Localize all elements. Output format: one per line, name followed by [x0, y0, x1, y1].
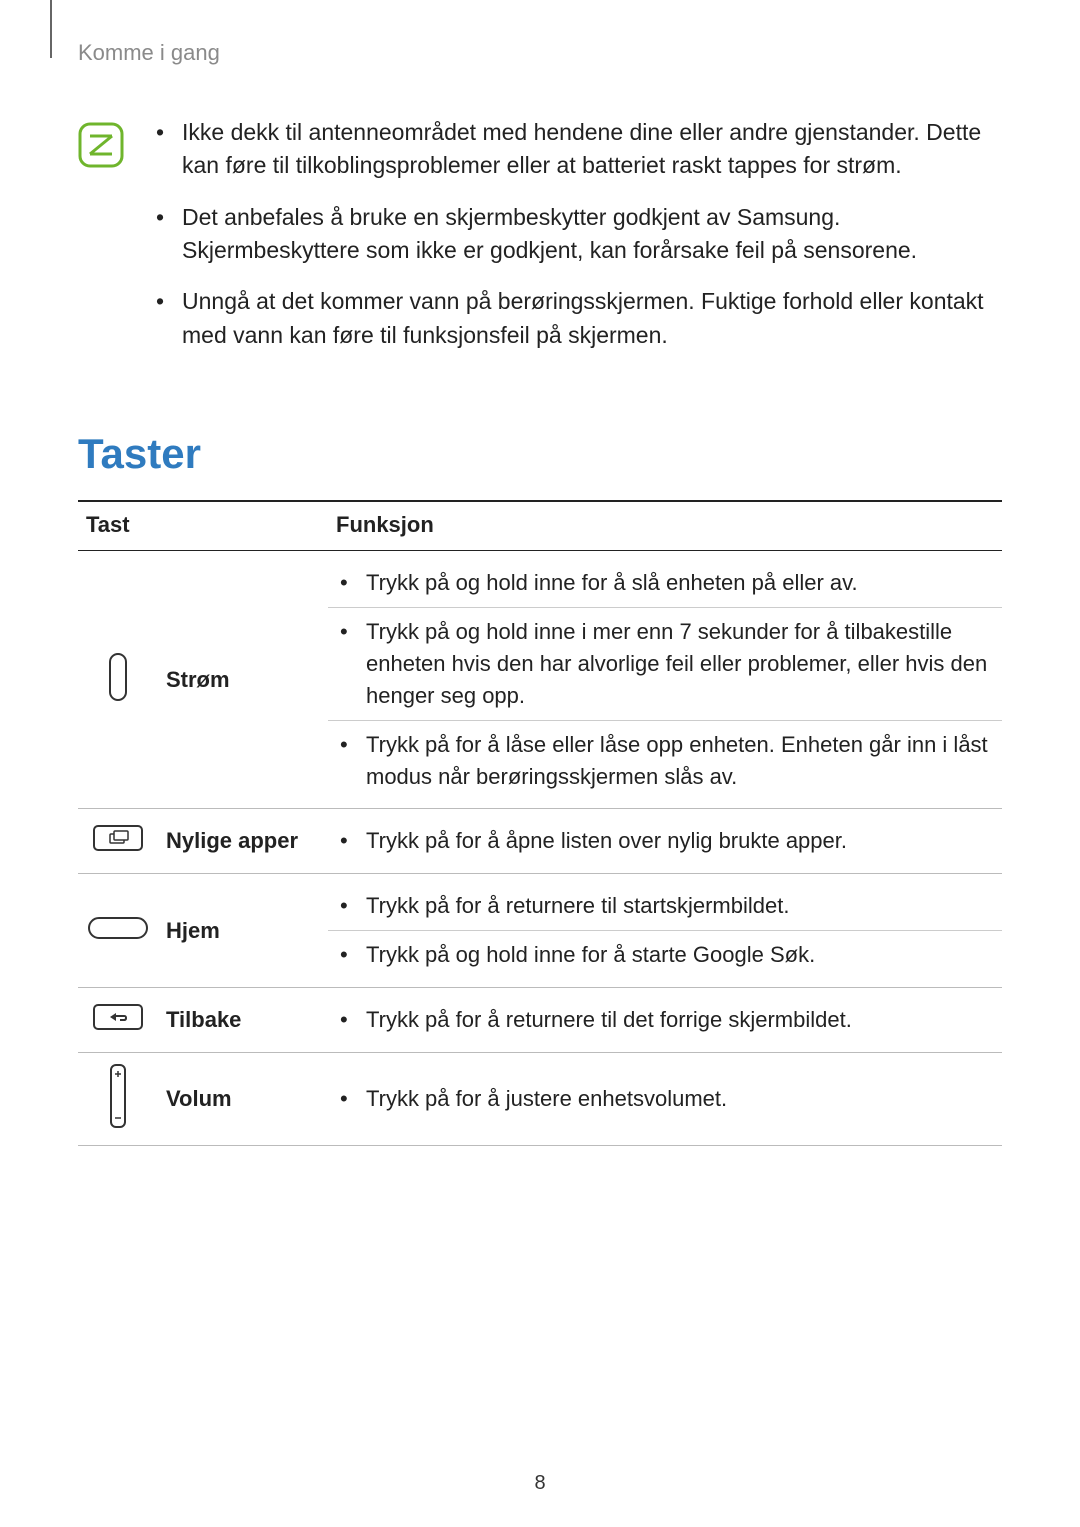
key-functions: Trykk på for å returnere til det forrige… [328, 988, 1002, 1053]
key-name: Nylige apper [158, 809, 328, 874]
table-row: Tilbake Trykk på for å returnere til det… [78, 988, 1002, 1053]
key-functions: Trykk på og hold inne for å slå enheten … [328, 551, 1002, 809]
page-number: 8 [0, 1472, 1080, 1495]
key-name: Hjem [158, 874, 328, 988]
table-header-key: Tast [78, 501, 328, 551]
key-name: Tilbake [158, 988, 328, 1053]
key-name: Strøm [158, 551, 328, 809]
function-item: Trykk på og hold inne for å slå enheten … [336, 567, 994, 599]
key-functions: Trykk på for å justere enhetsvolumet. [328, 1052, 1002, 1145]
back-key-icon [78, 988, 158, 1053]
function-item: Trykk på for å låse eller låse opp enhet… [336, 729, 994, 793]
table-header-func: Funksjon [328, 501, 1002, 551]
keys-table: Tast Funksjon Strøm Trykk på og hold inn… [78, 500, 1002, 1146]
function-item: Trykk på for å åpne listen over nylig br… [336, 825, 994, 857]
function-item: Trykk på for å returnere til startskjerm… [336, 890, 994, 922]
table-row: Nylige apper Trykk på for å åpne listen … [78, 809, 1002, 874]
function-item: Trykk på for å returnere til det forrige… [336, 1004, 994, 1036]
note-item: Unngå at det kommer vann på berøringsskj… [152, 285, 1002, 352]
volume-key-icon [78, 1052, 158, 1145]
note-item: Ikke dekk til antenneområdet med hendene… [152, 116, 1002, 183]
header-left-rule [50, 0, 52, 58]
power-key-icon [78, 551, 158, 809]
breadcrumb: Komme i gang [78, 40, 1002, 66]
key-name: Volum [158, 1052, 328, 1145]
note-item: Det anbefales å bruke en skjermbeskytter… [152, 201, 1002, 268]
function-item: Trykk på for å justere enhetsvolumet. [336, 1083, 994, 1115]
key-functions: Trykk på for å returnere til startskjerm… [328, 874, 1002, 988]
home-key-icon [78, 874, 158, 988]
section-title: Taster [78, 430, 1002, 478]
note-block: Ikke dekk til antenneområdet med hendene… [78, 116, 1002, 370]
table-row: Hjem Trykk på for å returnere til starts… [78, 874, 1002, 988]
function-item: Trykk på og hold inne for å starte Googl… [336, 939, 994, 971]
key-functions: Trykk på for å åpne listen over nylig br… [328, 809, 1002, 874]
recent-apps-key-icon [78, 809, 158, 874]
table-row: Strøm Trykk på og hold inne for å slå en… [78, 551, 1002, 809]
note-list: Ikke dekk til antenneområdet med hendene… [152, 116, 1002, 370]
note-icon [78, 122, 124, 173]
function-item: Trykk på og hold inne i mer enn 7 sekund… [336, 616, 994, 712]
table-row: Volum Trykk på for å justere enhetsvolum… [78, 1052, 1002, 1145]
